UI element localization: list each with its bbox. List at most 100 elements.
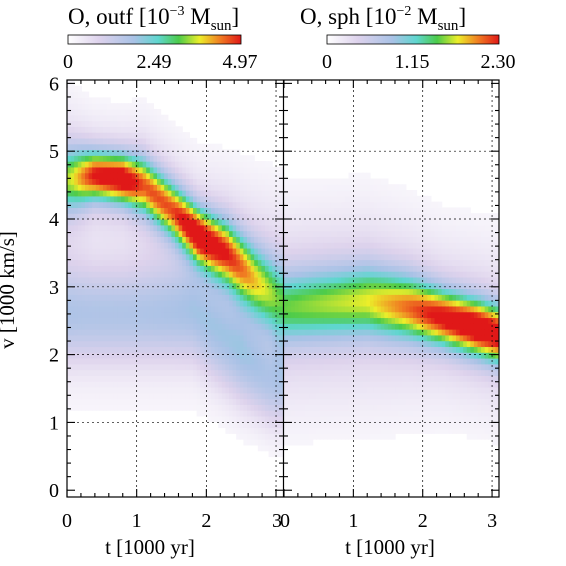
heatmap-cell — [384, 219, 389, 226]
heatmap-cell — [142, 161, 147, 168]
heatmap-cell — [291, 369, 296, 376]
heatmap-cell — [70, 91, 75, 98]
heatmap-cell — [95, 346, 100, 353]
heatmap-cell — [430, 213, 436, 220]
heatmap-cell — [124, 386, 129, 394]
heatmap-cell — [110, 149, 115, 156]
heatmap-cell — [135, 300, 140, 307]
heatmap-cell — [359, 172, 364, 180]
heatmap-cell — [377, 386, 382, 394]
heatmap-cell — [294, 265, 299, 272]
heatmap-cell — [113, 224, 118, 232]
heatmap-cell — [164, 323, 169, 330]
heatmap-cell — [218, 247, 223, 255]
heatmap-cell — [185, 213, 190, 220]
heatmap-cell — [218, 386, 223, 394]
heatmap-cell — [416, 340, 421, 348]
heatmap-cell — [157, 201, 162, 209]
heatmap-cell — [337, 433, 342, 440]
heatmap-cell — [128, 265, 133, 272]
heatmap-cell — [211, 242, 216, 249]
heatmap-cell — [117, 114, 122, 122]
heatmap-cell — [171, 276, 176, 284]
heatmap-cell — [301, 421, 307, 429]
heatmap-cell — [207, 375, 212, 382]
heatmap-cell — [370, 369, 375, 376]
heatmap-cell — [319, 334, 325, 342]
heatmap-cell — [139, 166, 144, 174]
heatmap-cell — [352, 369, 357, 376]
heatmap-cell — [229, 386, 234, 394]
heatmap-cell — [99, 97, 104, 104]
heatmap-cell — [200, 410, 205, 417]
heatmap-cell — [268, 265, 273, 272]
heatmap-cell — [243, 346, 248, 353]
heatmap-cell — [117, 137, 122, 145]
heatmap-cell — [196, 369, 201, 376]
heatmap-cell — [319, 410, 325, 417]
heatmap-cell — [316, 352, 321, 359]
heatmap-cell — [384, 184, 389, 191]
heatmap-cell — [387, 386, 393, 394]
heatmap-cell — [171, 375, 176, 382]
heatmap-cell — [175, 340, 180, 348]
heatmap-cell — [359, 178, 364, 185]
heatmap-cell — [384, 427, 389, 434]
heatmap-cell — [139, 311, 144, 319]
heatmap-cell — [316, 363, 321, 371]
heatmap-cell — [334, 427, 339, 434]
heatmap-cell — [287, 363, 292, 371]
heatmap-cell — [384, 346, 389, 353]
heatmap-cell — [359, 340, 364, 348]
heatmap-cell — [337, 178, 342, 185]
heatmap-cell — [377, 392, 382, 400]
heatmap-cell — [175, 265, 180, 272]
heatmap-cell — [74, 294, 79, 301]
heatmap-cell — [309, 201, 314, 209]
heatmap-cell — [265, 358, 270, 365]
heatmap-cell — [142, 190, 147, 197]
heatmap-cell — [265, 288, 270, 295]
heatmap-cell — [409, 236, 414, 243]
heatmap-cell — [275, 358, 280, 365]
heatmap-cell — [221, 213, 226, 220]
heatmap-cell — [243, 253, 248, 261]
heatmap-cell — [261, 323, 266, 330]
heatmap-cell — [380, 219, 385, 226]
heatmap-cell — [402, 317, 407, 324]
heatmap-cell — [430, 276, 436, 284]
heatmap-cell — [103, 219, 108, 226]
heatmap-cell — [178, 300, 183, 307]
heatmap-cell — [327, 178, 332, 185]
heatmap-cell — [355, 276, 360, 284]
heatmap-cell — [67, 108, 72, 116]
heatmap-cell — [420, 294, 425, 301]
heatmap-cell — [171, 282, 176, 290]
heatmap-cell — [164, 224, 169, 232]
heatmap-cell — [139, 253, 144, 261]
heatmap-cell — [167, 282, 172, 290]
heatmap-cell — [377, 213, 382, 220]
heatmap-cell — [438, 392, 443, 400]
heatmap-cell — [309, 300, 314, 307]
heatmap-cell — [77, 334, 82, 342]
heatmap-cell — [430, 334, 436, 342]
heatmap-cell — [103, 155, 108, 162]
heatmap-cell — [398, 207, 403, 214]
heatmap-cell — [405, 265, 411, 272]
heatmap-cell — [135, 213, 140, 220]
heatmap-cell — [247, 421, 252, 429]
heatmap-cell — [344, 265, 350, 272]
heatmap-cell — [243, 433, 248, 440]
heatmap-cell — [420, 305, 425, 313]
heatmap-cell — [261, 352, 266, 359]
heatmap-cell — [121, 120, 126, 127]
heatmap-cell — [337, 404, 342, 411]
heatmap-cell — [142, 132, 147, 139]
heatmap-cell — [218, 305, 223, 313]
heatmap-cell — [175, 375, 180, 382]
heatmap-cell — [193, 253, 198, 261]
heatmap-cell — [291, 398, 296, 405]
heatmap-cell — [391, 317, 396, 324]
heatmap-cell — [92, 149, 97, 156]
